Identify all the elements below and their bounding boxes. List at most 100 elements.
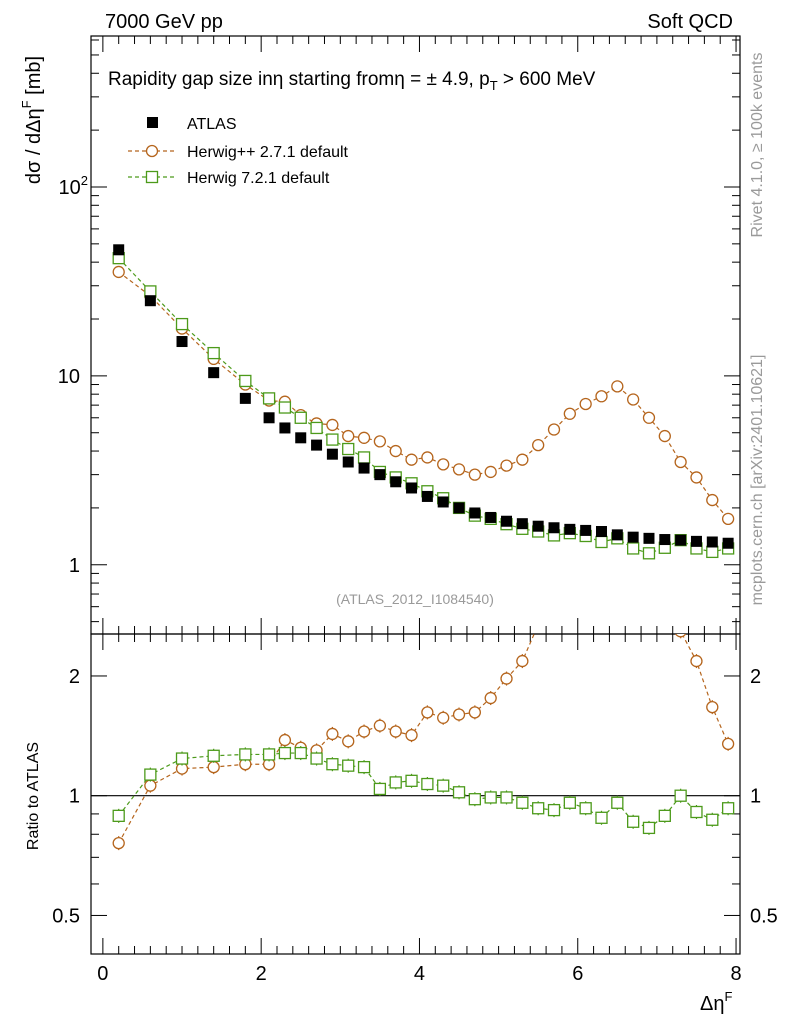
ratio-herwig7-point bbox=[516, 796, 529, 809]
ratio-y-tick-label-right: 1 bbox=[750, 786, 761, 808]
ratio-herwig7-point bbox=[611, 796, 624, 809]
main-herwigpp-point bbox=[627, 393, 640, 406]
main-atlas-point bbox=[113, 244, 125, 256]
main-atlas-point bbox=[208, 367, 220, 379]
ratio-herwig7-point bbox=[721, 802, 735, 815]
main-herwig7-point bbox=[627, 542, 640, 555]
main-herwigpp-point bbox=[112, 265, 125, 279]
main-herwig7-point bbox=[294, 411, 307, 424]
ratio-herwig7-point bbox=[484, 791, 497, 804]
main-atlas-point bbox=[358, 462, 370, 474]
main-herwigpp-point bbox=[405, 453, 418, 466]
legend-marker-herwigpp bbox=[145, 144, 159, 158]
main-herwigpp-point bbox=[547, 423, 561, 436]
ratio-herwig7-point bbox=[690, 805, 703, 819]
main-herwigpp-point bbox=[611, 380, 624, 393]
main-herwigpp-point bbox=[658, 429, 671, 443]
ratio-herwigpp-point bbox=[405, 728, 418, 742]
ratio-herwig7-series bbox=[112, 746, 735, 835]
main-atlas-point bbox=[342, 456, 354, 468]
ratio-herwig7-point bbox=[627, 815, 640, 828]
ratio-herwigpp-point bbox=[628, 500, 639, 511]
ratio-herwigpp-point bbox=[706, 700, 719, 714]
main-herwig7-point bbox=[207, 346, 220, 360]
legend-label-atlas: ATLAS bbox=[187, 116, 237, 133]
main-herwigpp-point bbox=[326, 418, 339, 432]
main-atlas-point bbox=[263, 412, 275, 424]
rivet-label: Rivet 4.1.0, ≥ 100k events bbox=[749, 53, 766, 238]
main-herwigpp-point bbox=[342, 429, 355, 443]
ratio-herwig7-point bbox=[547, 803, 561, 817]
main-atlas-point bbox=[176, 336, 188, 348]
legend-label-herwigpp: Herwig++ 2.7.1 default bbox=[187, 144, 349, 161]
main-atlas-point bbox=[548, 522, 560, 534]
ratio-y-tick-label-left: 2 bbox=[69, 666, 80, 688]
ratio-herwig7-point bbox=[389, 776, 402, 789]
main-y-tick-label: 10 bbox=[58, 366, 80, 388]
main-herwig7-line bbox=[118, 257, 729, 554]
ratio-panel-frame bbox=[90, 633, 741, 955]
ratio-herwig7-point bbox=[144, 768, 157, 781]
ratio-herwigpp-point bbox=[389, 725, 402, 738]
main-herwigpp-point bbox=[452, 463, 466, 476]
ratio-herwig7-point bbox=[326, 758, 339, 771]
ratio-herwig7-point bbox=[706, 813, 719, 826]
main-herwig7-point bbox=[239, 374, 252, 388]
main-herwig7-point bbox=[326, 433, 339, 446]
main-y-axis-label: dσ / dΔηF [mb] bbox=[19, 56, 45, 184]
ratio-herwigpp-point bbox=[500, 672, 513, 685]
main-atlas-point bbox=[501, 515, 513, 527]
ratio-herwigpp-point bbox=[326, 727, 339, 741]
ratio-herwigpp-point bbox=[452, 708, 466, 721]
main-atlas-point bbox=[421, 490, 433, 502]
ratio-herwig7-point bbox=[342, 759, 355, 772]
ratio-herwig7-point bbox=[658, 809, 671, 822]
ratio-herwig7-point bbox=[579, 802, 592, 815]
x-tick-label: 8 bbox=[730, 963, 741, 985]
ratio-y-tick-label-left: 1 bbox=[69, 786, 80, 808]
main-atlas-point bbox=[485, 511, 497, 523]
x-axis-label: ΔηF bbox=[700, 989, 732, 1015]
ratio-herwig7-point bbox=[437, 779, 450, 792]
ratio-herwig7-point bbox=[294, 746, 307, 760]
main-herwigpp-point bbox=[642, 411, 656, 424]
main-herwig7-point bbox=[310, 421, 323, 435]
main-herwigpp-point bbox=[516, 453, 529, 466]
main-atlas-point bbox=[675, 534, 687, 546]
main-herwig7-point bbox=[642, 547, 656, 560]
main-atlas-point bbox=[659, 534, 671, 546]
main-herwigpp-point bbox=[437, 458, 450, 471]
main-herwigpp-point bbox=[563, 407, 576, 420]
ratio-herwig7-point bbox=[405, 774, 418, 787]
ratio-herwigpp-point bbox=[549, 583, 560, 594]
ratio-herwig7-point bbox=[500, 791, 513, 804]
main-atlas-point bbox=[437, 496, 449, 508]
ratio-herwigpp-point bbox=[278, 733, 292, 747]
main-herwigpp-point bbox=[484, 465, 497, 479]
main-atlas-point bbox=[469, 507, 481, 519]
ratio-y-axis-label: Ratio to ATLAS bbox=[25, 742, 42, 850]
main-atlas-point bbox=[390, 476, 402, 488]
legend-marker-herwig7 bbox=[145, 170, 159, 184]
ratio-herwigpp-point bbox=[357, 725, 371, 738]
main-herwigpp-point bbox=[532, 438, 545, 452]
main-herwigpp-point bbox=[389, 444, 402, 458]
main-atlas-point bbox=[722, 537, 734, 549]
main-plot-area: 102 10 1 bbox=[58, 39, 740, 623]
main-herwig7-point bbox=[278, 401, 292, 414]
main-herwig7-point bbox=[595, 535, 608, 549]
ratio-herwig7-point bbox=[112, 809, 125, 822]
main-atlas-series bbox=[113, 244, 734, 549]
ratio-herwigpp-point bbox=[596, 505, 607, 516]
ratio-herwig7-point bbox=[262, 748, 276, 761]
ratio-y-tick-label-right: 0.5 bbox=[750, 905, 778, 927]
main-atlas-point bbox=[239, 392, 251, 404]
main-herwigpp-series bbox=[112, 265, 735, 526]
ratio-herwig7-point bbox=[595, 811, 608, 824]
ratio-herwigpp-point bbox=[533, 619, 544, 630]
ratio-herwigpp-point bbox=[612, 478, 623, 489]
ratio-herwigpp-point bbox=[207, 760, 220, 774]
process-label: Soft QCD bbox=[647, 11, 733, 33]
ratio-herwig7-point bbox=[452, 786, 466, 799]
